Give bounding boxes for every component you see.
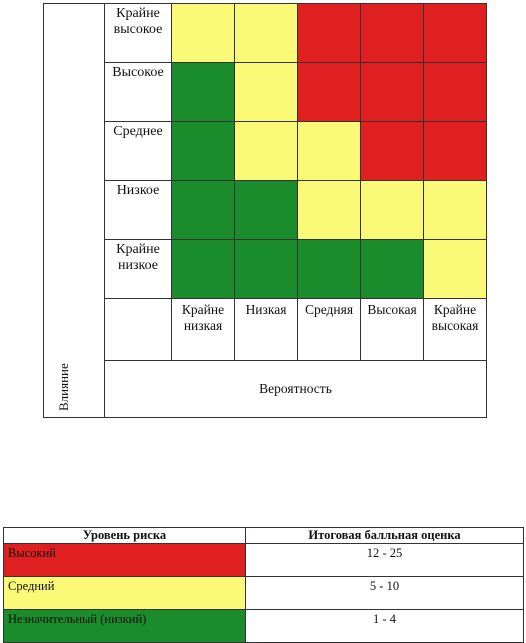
risk-cell-green [171, 239, 235, 299]
risk-cell-red [423, 121, 487, 181]
risk-cell-green [171, 62, 235, 122]
probability-column-label: Средняя [297, 298, 361, 361]
risk-cell-red [423, 62, 487, 122]
risk-cell-green [234, 180, 298, 240]
risk-cell-red [360, 121, 424, 181]
impact-row-label: Низкое [104, 180, 172, 240]
risk-level-label: Высокий [3, 543, 246, 577]
legend-row: Высокий 12 - 25 [3, 543, 524, 577]
probability-header-row: Крайне низкая Низкая Средняя Высокая Крайне … [44, 298, 487, 361]
risk-level-label: Средний [3, 576, 246, 610]
impact-row-label: Крайне высокое [104, 3, 172, 63]
x-axis-label: Вероятность [104, 360, 487, 418]
risk-cell-yellow [297, 121, 361, 181]
risk-cell-green [234, 239, 298, 299]
matrix-row: Среднее [44, 121, 487, 181]
risk-cell-red [360, 3, 424, 63]
risk-cell-yellow [360, 180, 424, 240]
risk-score-range: 12 - 25 [245, 543, 524, 577]
impact-row-label: Крайне низкое [104, 239, 172, 299]
risk-cell-green [360, 239, 424, 299]
risk-cell-red [360, 62, 424, 122]
legend-header-row: Уровень риска Итоговая балльная оценка [3, 527, 524, 544]
risk-cell-yellow [234, 3, 298, 63]
risk-score-range: 5 - 10 [245, 576, 524, 610]
matrix-row: Низкое [44, 180, 487, 240]
risk-score-range: 1 - 4 [245, 609, 524, 643]
probability-column-label: Высокая [360, 298, 424, 361]
risk-cell-green [297, 239, 361, 299]
impact-row-label: Среднее [104, 121, 172, 181]
risk-cell-red [297, 62, 361, 122]
risk-matrix: Влияние Крайне высокое Высокое Среднее Низко… [43, 3, 487, 418]
risk-cell-yellow [234, 62, 298, 122]
risk-cell-yellow [297, 180, 361, 240]
corner-empty-cell [104, 298, 172, 361]
risk-cell-red [297, 3, 361, 63]
risk-cell-yellow [423, 239, 487, 299]
risk-legend-table: Уровень риска Итоговая балльная оценка В… [3, 527, 524, 643]
risk-level-label: Незначительный (низкий) [3, 609, 246, 643]
legend-row: Незначительный (низкий) 1 - 4 [3, 609, 524, 643]
matrix-row: Крайне низкое [44, 239, 487, 299]
matrix-row: Влияние Крайне высокое [43, 3, 487, 418]
y-axis-label-cell: Влияние [43, 3, 105, 418]
y-axis-label: Влияние [56, 363, 71, 411]
matrix-row: Высокое [44, 62, 487, 122]
legend-header-level: Уровень риска [3, 527, 246, 544]
risk-cell-green [171, 121, 235, 181]
legend-row: Средний 5 - 10 [3, 576, 524, 610]
risk-cell-yellow [423, 180, 487, 240]
risk-cell-yellow [171, 3, 235, 63]
impact-row-label: Высокое [104, 62, 172, 122]
probability-column-label: Крайне низкая [171, 298, 235, 361]
x-axis-row: Вероятность [44, 360, 487, 418]
risk-cell-yellow [234, 121, 298, 181]
risk-cell-green [171, 180, 235, 240]
legend-header-score: Итоговая балльная оценка [245, 527, 524, 544]
probability-column-label: Низкая [234, 298, 298, 361]
probability-column-label: Крайне высокая [423, 298, 487, 361]
risk-cell-red [423, 3, 487, 63]
